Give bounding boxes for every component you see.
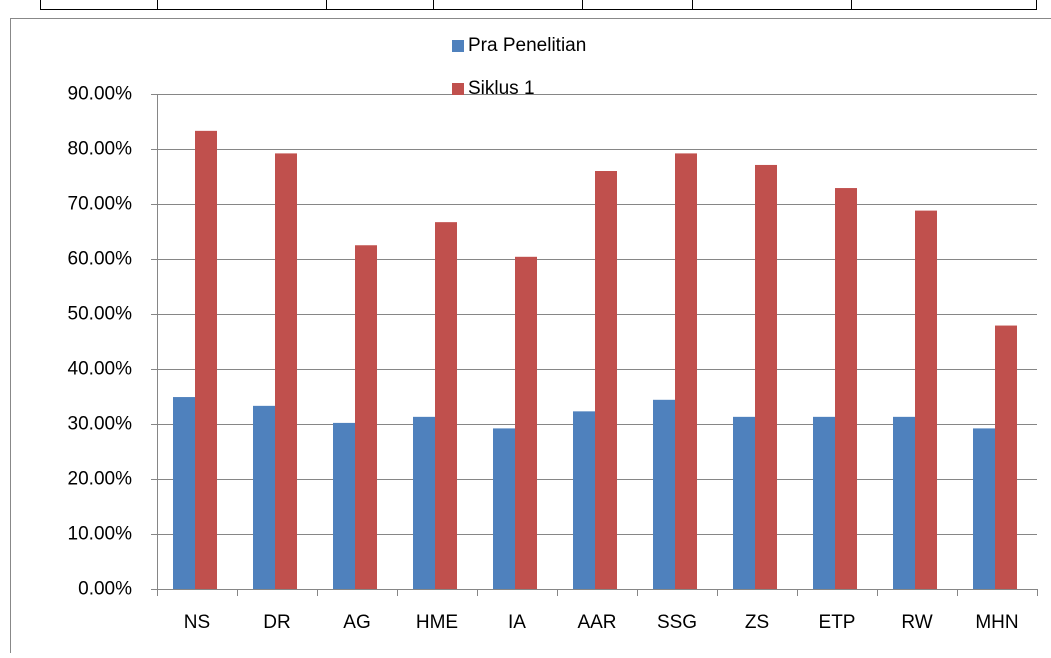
x-tick-label: ZS <box>745 612 769 633</box>
bar <box>653 400 675 589</box>
bar <box>413 417 435 589</box>
legend-label: Siklus 1 <box>468 78 535 99</box>
y-tick-label: 90.00% <box>68 84 133 105</box>
bar <box>515 257 537 589</box>
legend-label: Pra Penelitian <box>468 35 586 56</box>
bar <box>915 211 937 589</box>
table-fragment <box>40 0 1037 10</box>
legend-swatch <box>452 83 464 95</box>
bar <box>333 423 355 589</box>
bar <box>173 397 195 589</box>
x-tick-label: HME <box>416 612 458 633</box>
x-tick-label: RW <box>901 612 932 633</box>
y-tick-label: 30.00% <box>68 414 133 435</box>
y-tick-label: 10.00% <box>68 524 133 545</box>
bar <box>733 417 755 589</box>
x-tick-label: AAR <box>577 612 616 633</box>
y-tick-label: 20.00% <box>68 469 133 490</box>
x-tick-label: MHN <box>975 612 1018 633</box>
bar <box>995 326 1017 589</box>
y-tick-label: 0.00% <box>78 579 132 600</box>
x-tick-label: NS <box>184 612 210 633</box>
x-tick-label: ETP <box>819 612 856 633</box>
legend-swatch <box>452 40 464 52</box>
y-tick-label: 70.00% <box>68 194 133 215</box>
bar <box>275 153 297 589</box>
y-tick-label: 80.00% <box>68 139 133 160</box>
x-tick-label: DR <box>263 612 290 633</box>
bar <box>435 222 457 589</box>
bar <box>573 411 595 589</box>
bar <box>755 165 777 589</box>
bar <box>195 131 217 589</box>
x-tick-label: AG <box>343 612 370 633</box>
y-tick-label: 60.00% <box>68 249 133 270</box>
x-tick-label: SSG <box>657 612 697 633</box>
bar <box>835 188 857 589</box>
bar <box>595 171 617 589</box>
y-tick-label: 40.00% <box>68 359 133 380</box>
bar <box>355 245 377 589</box>
bar <box>253 406 275 589</box>
bar <box>493 428 515 589</box>
bar <box>973 428 995 589</box>
y-tick-label: 50.00% <box>68 304 133 325</box>
x-tick-label: IA <box>508 612 526 633</box>
bar <box>675 153 697 589</box>
bar <box>893 417 915 589</box>
bar <box>813 417 835 589</box>
